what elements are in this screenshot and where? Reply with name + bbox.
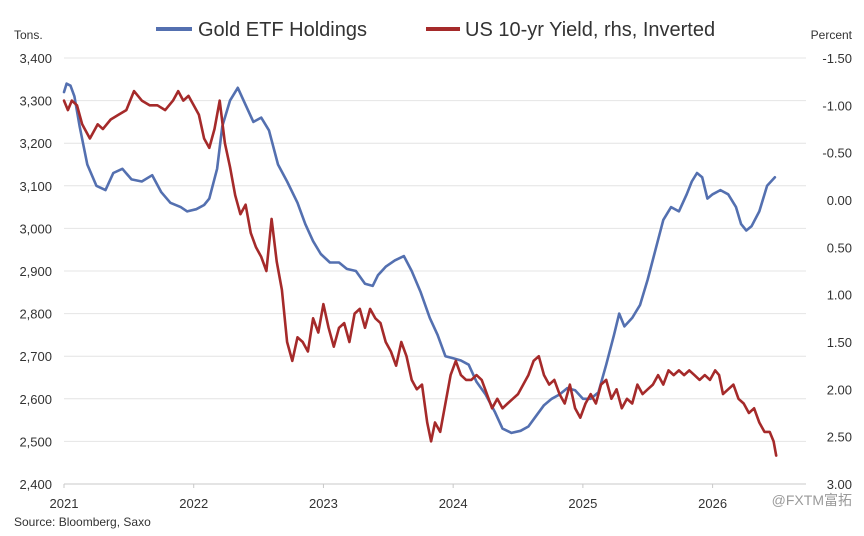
- y-right-tick-label: 1.50: [827, 335, 852, 350]
- y-right-tick-label: 3.00: [827, 477, 852, 492]
- y-left-tick-label: 3,300: [19, 94, 52, 109]
- y-left-tick-label: 2,800: [19, 307, 52, 322]
- y-left-tick-label: 2,400: [19, 477, 52, 492]
- y-right-tick-label: 1.00: [827, 288, 852, 303]
- y-right-tick-label: 0.00: [827, 193, 852, 208]
- source-note: Source: Bloomberg, Saxo: [14, 515, 151, 529]
- grid-layer: [64, 57, 806, 485]
- x-tick-label: 2026: [698, 496, 727, 511]
- right-axis-unit: Percent: [811, 28, 853, 42]
- y-left-tick-label: 2,700: [19, 349, 52, 364]
- y-right-tick-label: 2.50: [827, 430, 852, 445]
- y-right-tick-label: -1.00: [822, 98, 852, 113]
- x-tick-label: 2023: [309, 496, 338, 511]
- y-right-tick-label: -0.50: [822, 146, 852, 161]
- y-right-tick-label: 0.50: [827, 240, 852, 255]
- y-left-tick-label: 3,100: [19, 179, 52, 194]
- legend: Gold ETF Holdings US 10-yr Yield, rhs, I…: [156, 19, 715, 41]
- series-line-us-10yr-yield: [62, 89, 778, 457]
- x-tick-label: 2025: [568, 496, 597, 511]
- series-layer: [62, 82, 778, 457]
- y-left-tick-label: 2,600: [19, 392, 52, 407]
- x-tick-label: 2021: [50, 496, 79, 511]
- watermark: @FXTM富拓: [772, 492, 852, 508]
- x-tick-label: 2022: [179, 496, 208, 511]
- y-left-tick-label: 3,000: [19, 221, 52, 236]
- legend-label-us-yield: US 10-yr Yield, rhs, Inverted: [465, 19, 715, 41]
- x-tick-label: 2024: [439, 496, 468, 511]
- legend-label-gold-etf: Gold ETF Holdings: [198, 19, 367, 41]
- y-left-tick-label: 2,500: [19, 434, 52, 449]
- axis-layer: 2,400 2,500 2,600 2,700 2,800 2,900 3,000 3,100…: [19, 51, 852, 511]
- series-line-gold-etf-holdings: [62, 82, 777, 435]
- left-axis-unit: Tons.: [14, 28, 43, 42]
- y-left-tick-label: 3,200: [19, 136, 52, 151]
- y-left-tick-label: 2,900: [19, 264, 52, 279]
- y-right-tick-label: 2.00: [827, 382, 852, 397]
- y-right-tick-label: -1.50: [822, 51, 852, 66]
- y-left-tick-label: 3,400: [19, 51, 52, 66]
